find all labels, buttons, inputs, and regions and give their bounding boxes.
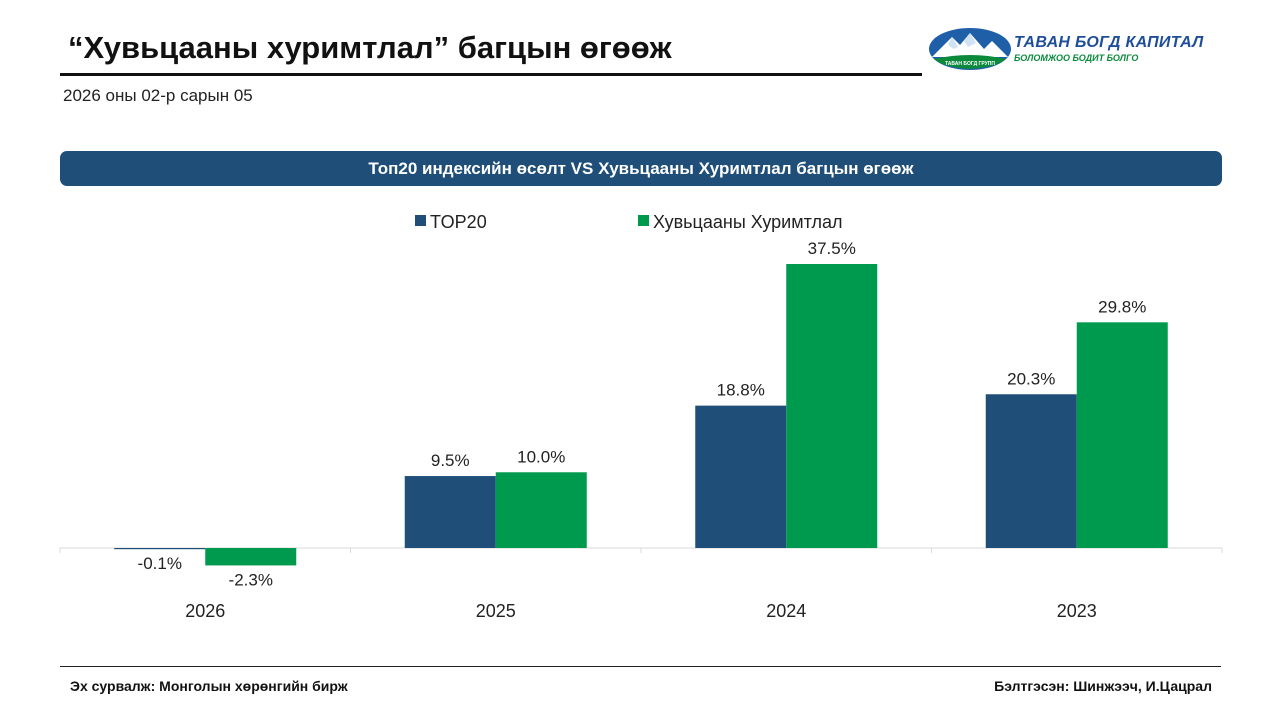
logo-company-name: ТАВАН БОГД КАПИТАЛ bbox=[1014, 34, 1204, 51]
legend-swatch bbox=[638, 215, 649, 226]
chart-title-banner: Топ20 индексийн өсөлт VS Хувьцааны Хурим… bbox=[60, 151, 1222, 186]
legend-label: TOP20 bbox=[430, 212, 487, 232]
data-label: 20.3% bbox=[1007, 369, 1055, 388]
x-tick-label: 2026 bbox=[185, 601, 225, 621]
data-label: 37.5% bbox=[808, 239, 856, 258]
bar-top20 bbox=[404, 476, 496, 548]
bar-хувьцааны-хуримтлал bbox=[1076, 322, 1168, 548]
company-logo: ТАВАН БОГД ГРУПП ТАВАН БОГД КАПИТАЛ БОЛО… bbox=[928, 27, 1218, 73]
bar-chart: -0.1% -2.3%2026 9.5% 10.0% 2025 18.8% 37.5% 202… bbox=[59, 212, 1223, 621]
logo-small-text: ТАВАН БОГД ГРУПП bbox=[945, 61, 995, 67]
report-date: 2026 оны 02-р сарын 05 bbox=[63, 86, 253, 105]
bar-top20 bbox=[114, 548, 206, 550]
x-tick-label: 2024 bbox=[766, 601, 806, 621]
bar-хувьцааны-хуримтлал bbox=[205, 548, 297, 566]
bar-хувьцааны-хуримтлал bbox=[495, 472, 587, 548]
author-note: Бэлтгэсэн: Шинжээч, И.Цацрал bbox=[994, 678, 1212, 694]
bar-top20 bbox=[695, 405, 787, 548]
x-tick-label: 2025 bbox=[476, 601, 516, 621]
data-label: 29.8% bbox=[1098, 297, 1146, 316]
data-label: 10.0% bbox=[517, 447, 565, 466]
footer-divider bbox=[60, 666, 1221, 667]
legend-swatch bbox=[415, 215, 426, 226]
data-label: 18.8% bbox=[717, 381, 765, 400]
title-underline bbox=[60, 73, 922, 76]
mountain-logo-icon: ТАВАН БОГД ГРУПП bbox=[929, 28, 1011, 70]
bar-top20 bbox=[985, 394, 1077, 548]
bar-хувьцааны-хуримтлал bbox=[786, 264, 878, 548]
data-label: 9.5% bbox=[431, 451, 470, 470]
x-tick-label: 2023 bbox=[1057, 601, 1097, 621]
source-note: Эх сурвалж: Монголын хөрөнгийн бирж bbox=[70, 678, 348, 694]
data-label: -2.3% bbox=[229, 570, 273, 589]
page-title: “Хувьцааны хуримтлал” багцын өгөөж bbox=[68, 30, 672, 65]
data-label: -0.1% bbox=[138, 554, 182, 573]
legend-label: Хувьцааны Хуримтлал bbox=[653, 212, 842, 232]
logo-tagline: БОЛОМЖОО БОДИТ БОЛГО bbox=[1014, 53, 1139, 63]
